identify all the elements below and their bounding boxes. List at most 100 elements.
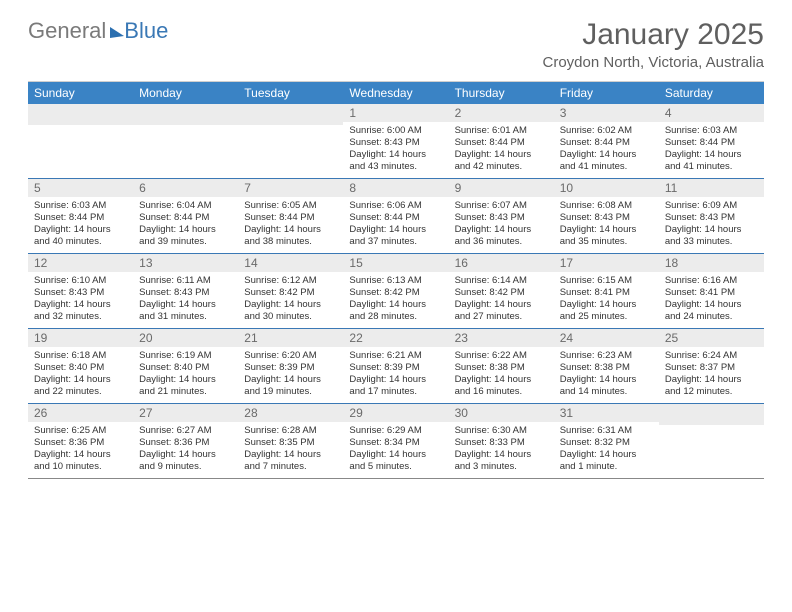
day-number: 16	[449, 254, 554, 272]
day-details: Sunrise: 6:31 AMSunset: 8:32 PMDaylight:…	[554, 422, 659, 477]
sunset-text: Sunset: 8:44 PM	[139, 212, 232, 224]
daylight-text: Daylight: 14 hours and 42 minutes.	[455, 149, 548, 173]
day-cell: 5Sunrise: 6:03 AMSunset: 8:44 PMDaylight…	[28, 179, 133, 253]
daylight-text: Daylight: 14 hours and 30 minutes.	[244, 299, 337, 323]
day-number: 5	[28, 179, 133, 197]
day-number: 19	[28, 329, 133, 347]
sunrise-text: Sunrise: 6:02 AM	[560, 125, 653, 137]
sunset-text: Sunset: 8:39 PM	[244, 362, 337, 374]
daylight-text: Daylight: 14 hours and 22 minutes.	[34, 374, 127, 398]
daylight-text: Daylight: 14 hours and 37 minutes.	[349, 224, 442, 248]
daylight-text: Daylight: 14 hours and 25 minutes.	[560, 299, 653, 323]
calendar-grid: Sunday Monday Tuesday Wednesday Thursday…	[28, 81, 764, 479]
day-cell: 7Sunrise: 6:05 AMSunset: 8:44 PMDaylight…	[238, 179, 343, 253]
day-number: 25	[659, 329, 764, 347]
day-number: 30	[449, 404, 554, 422]
day-details: Sunrise: 6:14 AMSunset: 8:42 PMDaylight:…	[449, 272, 554, 327]
day-details: Sunrise: 6:00 AMSunset: 8:43 PMDaylight:…	[343, 122, 448, 177]
sunset-text: Sunset: 8:43 PM	[34, 287, 127, 299]
day-details: Sunrise: 6:29 AMSunset: 8:34 PMDaylight:…	[343, 422, 448, 477]
sunrise-text: Sunrise: 6:25 AM	[34, 425, 127, 437]
daylight-text: Daylight: 14 hours and 17 minutes.	[349, 374, 442, 398]
day-details: Sunrise: 6:19 AMSunset: 8:40 PMDaylight:…	[133, 347, 238, 402]
sunset-text: Sunset: 8:36 PM	[34, 437, 127, 449]
sunrise-text: Sunrise: 6:09 AM	[665, 200, 758, 212]
day-details: Sunrise: 6:28 AMSunset: 8:35 PMDaylight:…	[238, 422, 343, 477]
day-number: 1	[343, 104, 448, 122]
daylight-text: Daylight: 14 hours and 3 minutes.	[455, 449, 548, 473]
day-number: 28	[238, 404, 343, 422]
sunset-text: Sunset: 8:42 PM	[455, 287, 548, 299]
week-row: 26Sunrise: 6:25 AMSunset: 8:36 PMDayligh…	[28, 404, 764, 479]
daylight-text: Daylight: 14 hours and 38 minutes.	[244, 224, 337, 248]
day-cell-blank	[238, 104, 343, 178]
day-number: 4	[659, 104, 764, 122]
day-details: Sunrise: 6:04 AMSunset: 8:44 PMDaylight:…	[133, 197, 238, 252]
dow-wed: Wednesday	[343, 82, 448, 104]
day-number: 21	[238, 329, 343, 347]
day-details: Sunrise: 6:08 AMSunset: 8:43 PMDaylight:…	[554, 197, 659, 252]
day-cell: 2Sunrise: 6:01 AMSunset: 8:44 PMDaylight…	[449, 104, 554, 178]
daylight-text: Daylight: 14 hours and 43 minutes.	[349, 149, 442, 173]
sunrise-text: Sunrise: 6:20 AM	[244, 350, 337, 362]
day-number: 27	[133, 404, 238, 422]
day-details: Sunrise: 6:25 AMSunset: 8:36 PMDaylight:…	[28, 422, 133, 477]
day-cell: 14Sunrise: 6:12 AMSunset: 8:42 PMDayligh…	[238, 254, 343, 328]
sunset-text: Sunset: 8:36 PM	[139, 437, 232, 449]
day-cell: 22Sunrise: 6:21 AMSunset: 8:39 PMDayligh…	[343, 329, 448, 403]
sunrise-text: Sunrise: 6:14 AM	[455, 275, 548, 287]
day-cell: 11Sunrise: 6:09 AMSunset: 8:43 PMDayligh…	[659, 179, 764, 253]
dow-fri: Friday	[554, 82, 659, 104]
daylight-text: Daylight: 14 hours and 24 minutes.	[665, 299, 758, 323]
day-cell: 9Sunrise: 6:07 AMSunset: 8:43 PMDaylight…	[449, 179, 554, 253]
sunset-text: Sunset: 8:44 PM	[455, 137, 548, 149]
logo-text-2: Blue	[124, 18, 168, 44]
sunrise-text: Sunrise: 6:24 AM	[665, 350, 758, 362]
day-cell: 17Sunrise: 6:15 AMSunset: 8:41 PMDayligh…	[554, 254, 659, 328]
dow-mon: Monday	[133, 82, 238, 104]
day-number: 7	[238, 179, 343, 197]
day-details: Sunrise: 6:07 AMSunset: 8:43 PMDaylight:…	[449, 197, 554, 252]
day-details: Sunrise: 6:06 AMSunset: 8:44 PMDaylight:…	[343, 197, 448, 252]
day-number: 15	[343, 254, 448, 272]
sunset-text: Sunset: 8:38 PM	[560, 362, 653, 374]
daylight-text: Daylight: 14 hours and 33 minutes.	[665, 224, 758, 248]
daylight-text: Daylight: 14 hours and 9 minutes.	[139, 449, 232, 473]
daylight-text: Daylight: 14 hours and 16 minutes.	[455, 374, 548, 398]
day-number: 14	[238, 254, 343, 272]
daylight-text: Daylight: 14 hours and 27 minutes.	[455, 299, 548, 323]
day-cell: 6Sunrise: 6:04 AMSunset: 8:44 PMDaylight…	[133, 179, 238, 253]
day-cell: 12Sunrise: 6:10 AMSunset: 8:43 PMDayligh…	[28, 254, 133, 328]
sunset-text: Sunset: 8:39 PM	[349, 362, 442, 374]
weeks-container: 1Sunrise: 6:00 AMSunset: 8:43 PMDaylight…	[28, 104, 764, 479]
daylight-text: Daylight: 14 hours and 35 minutes.	[560, 224, 653, 248]
week-row: 5Sunrise: 6:03 AMSunset: 8:44 PMDaylight…	[28, 179, 764, 254]
day-details: Sunrise: 6:30 AMSunset: 8:33 PMDaylight:…	[449, 422, 554, 477]
sunrise-text: Sunrise: 6:08 AM	[560, 200, 653, 212]
sunrise-text: Sunrise: 6:12 AM	[244, 275, 337, 287]
sunrise-text: Sunrise: 6:11 AM	[139, 275, 232, 287]
day-cell: 19Sunrise: 6:18 AMSunset: 8:40 PMDayligh…	[28, 329, 133, 403]
day-cell: 30Sunrise: 6:30 AMSunset: 8:33 PMDayligh…	[449, 404, 554, 478]
daylight-text: Daylight: 14 hours and 32 minutes.	[34, 299, 127, 323]
month-title: January 2025	[543, 18, 765, 52]
sunset-text: Sunset: 8:35 PM	[244, 437, 337, 449]
daylight-text: Daylight: 14 hours and 5 minutes.	[349, 449, 442, 473]
location-subtitle: Croydon North, Victoria, Australia	[543, 54, 765, 71]
sunrise-text: Sunrise: 6:21 AM	[349, 350, 442, 362]
day-cell: 3Sunrise: 6:02 AMSunset: 8:44 PMDaylight…	[554, 104, 659, 178]
day-number: 13	[133, 254, 238, 272]
calendar-page: General Blue January 2025 Croydon North,…	[0, 0, 792, 497]
day-cell: 13Sunrise: 6:11 AMSunset: 8:43 PMDayligh…	[133, 254, 238, 328]
sunrise-text: Sunrise: 6:31 AM	[560, 425, 653, 437]
sunrise-text: Sunrise: 6:23 AM	[560, 350, 653, 362]
day-details: Sunrise: 6:22 AMSunset: 8:38 PMDaylight:…	[449, 347, 554, 402]
sunset-text: Sunset: 8:43 PM	[139, 287, 232, 299]
sunrise-text: Sunrise: 6:28 AM	[244, 425, 337, 437]
day-cell: 20Sunrise: 6:19 AMSunset: 8:40 PMDayligh…	[133, 329, 238, 403]
day-number: 10	[554, 179, 659, 197]
sunset-text: Sunset: 8:34 PM	[349, 437, 442, 449]
day-number: 23	[449, 329, 554, 347]
day-cell: 28Sunrise: 6:28 AMSunset: 8:35 PMDayligh…	[238, 404, 343, 478]
day-details: Sunrise: 6:16 AMSunset: 8:41 PMDaylight:…	[659, 272, 764, 327]
